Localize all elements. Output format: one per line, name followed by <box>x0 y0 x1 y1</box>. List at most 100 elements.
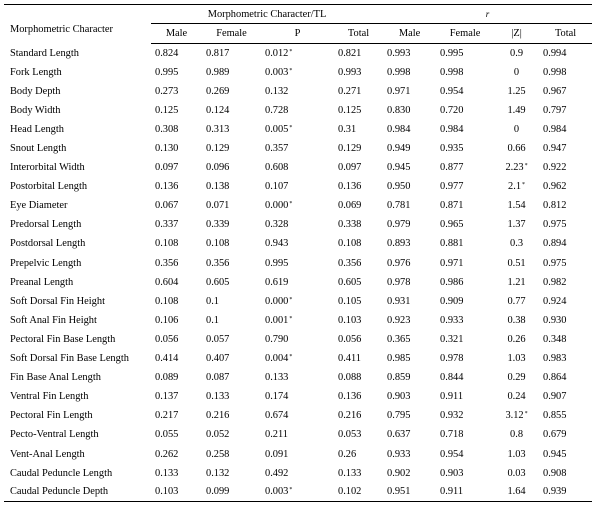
cell-r-total-text: 0.855 <box>543 410 567 422</box>
cell-r-female: 0.718 <box>436 425 494 444</box>
cell-r-female: 0.954 <box>436 82 494 101</box>
cell-tl-male: 0.262 <box>151 444 202 463</box>
cell-z-value: 0.51 <box>494 254 539 273</box>
table-row: Caudal Peduncle Depth 0.103 0.099 0.003* 0.1… <box>4 482 593 503</box>
cell-tl-male-text: 0.067 <box>155 200 179 212</box>
cell-z-value-text: 1.21 <box>507 276 526 288</box>
cell-r-male-text: 0.984 <box>387 123 411 135</box>
cell-z-value: 0.8 <box>494 425 539 444</box>
cell-p-value: 0.211 <box>261 425 334 444</box>
cell-r-male: 0.998 <box>383 63 436 82</box>
table-row: Eye Diameter 0.067 0.071 0.000* 0.069 0.781 0.… <box>4 196 592 215</box>
cell-character-name: Postdorsal Length <box>4 234 151 253</box>
cell-tl-male: 0.106 <box>151 311 202 330</box>
cell-p-value-text: 0.328 <box>265 219 289 231</box>
cell-character-name-text: Pectoral Fin Base Length <box>10 333 116 345</box>
table-row: Ventral Fin Length 0.137 0.133 0.174 0.136 0.… <box>4 387 592 406</box>
cell-character-name: Soft Dorsal Fin Height <box>4 292 151 311</box>
cell-r-female-text: 0.971 <box>440 257 464 269</box>
significance-marker: * <box>289 315 293 322</box>
cell-tl-male: 0.308 <box>151 120 202 139</box>
cell-z-value-text: 1.49 <box>507 104 526 116</box>
cell-r-male-text: 0.950 <box>387 181 411 193</box>
cell-r-male: 0.830 <box>383 101 436 120</box>
cell-tl-total: 0.105 <box>334 292 383 311</box>
cell-tl-female: 0.817 <box>202 44 261 63</box>
cell-tl-male: 0.824 <box>151 44 202 63</box>
cell-tl-male-text: 0.824 <box>155 47 179 59</box>
cell-tl-female-text: 0.087 <box>206 372 230 384</box>
cell-z-value-text: 1.03 <box>507 448 526 460</box>
cell-tl-female-text: 0.1 <box>206 295 219 307</box>
cell-z-value: 0 <box>494 63 539 82</box>
cell-r-female-text: 0.871 <box>440 200 464 212</box>
cell-tl-female: 0.269 <box>202 82 261 101</box>
cell-character-name-text: Fin Base Anal Length <box>10 372 101 384</box>
cell-z-value-text: 0.26 <box>507 333 526 345</box>
cell-r-male-text: 0.795 <box>387 410 411 422</box>
cell-r-female: 0.978 <box>436 349 494 368</box>
cell-tl-female-text: 0.124 <box>206 104 230 116</box>
cell-p-value-text: 0.619 <box>265 276 289 288</box>
cell-r-total: 0.930 <box>539 311 592 330</box>
cell-z-value: 0 <box>494 120 539 139</box>
cell-tl-male-text: 0.604 <box>155 276 179 288</box>
cell-tl-male-text: 0.337 <box>155 219 179 231</box>
cell-r-total-text: 0.348 <box>543 333 567 345</box>
cell-p-value: 0.619 <box>261 273 334 292</box>
cell-tl-total: 0.069 <box>334 196 383 215</box>
cell-tl-total-text: 0.136 <box>338 181 362 193</box>
cell-character-name: Pectoral Fin Length <box>4 406 151 425</box>
cell-p-value-text: 0.608 <box>265 162 289 174</box>
cell-tl-female-text: 0.057 <box>206 333 230 345</box>
cell-p-value: 0.003* <box>261 482 334 503</box>
cell-p-value: 0.000* <box>261 196 334 215</box>
cell-r-total-text: 0.922 <box>543 162 567 174</box>
cell-p-value: 0.091 <box>261 444 334 463</box>
cell-character-name-text: Caudal Peduncle Depth <box>10 486 109 498</box>
cell-r-male-text: 0.903 <box>387 391 411 403</box>
column-header-character: Morphometric Character <box>4 4 151 44</box>
cell-tl-total-text: 0.133 <box>338 467 362 479</box>
cell-r-total-text: 0.945 <box>543 448 567 460</box>
cell-r-male: 0.893 <box>383 234 436 253</box>
table-row: Predorsal Length 0.337 0.339 0.328 0.338 0.97… <box>4 215 592 234</box>
cell-r-female: 0.877 <box>436 158 494 177</box>
cell-r-female-text: 0.998 <box>440 66 464 78</box>
cell-tl-male-text: 0.108 <box>155 295 179 307</box>
significance-marker: * <box>289 487 293 494</box>
table-row: Soft Anal Fin Height 0.106 0.1 0.001* 0.103 0… <box>4 311 592 330</box>
cell-p-value: 0.728 <box>261 101 334 120</box>
cell-character-name-text: Body Depth <box>10 85 61 97</box>
table-row: Soft Dorsal Fin Height 0.108 0.1 0.000* 0.10… <box>4 292 592 311</box>
cell-tl-female-text: 0.096 <box>206 162 230 174</box>
cell-r-female: 0.911 <box>436 387 494 406</box>
cell-tl-male-text: 0.262 <box>155 448 179 460</box>
cell-r-male-text: 0.637 <box>387 429 411 441</box>
cell-tl-male-text: 0.089 <box>155 372 179 384</box>
cell-r-female: 0.321 <box>436 330 494 349</box>
cell-r-female-text: 0.935 <box>440 143 464 155</box>
cell-character-name-text: Preanal Length <box>10 276 74 288</box>
cell-tl-male-text: 0.137 <box>155 391 179 403</box>
cell-r-female: 0.977 <box>436 177 494 196</box>
cell-tl-male-text: 0.133 <box>155 467 179 479</box>
cell-tl-female-text: 0.356 <box>206 257 230 269</box>
cell-p-value: 0.995 <box>261 254 334 273</box>
cell-character-name-text: Postdorsal Length <box>10 238 86 250</box>
cell-tl-female-text: 0.989 <box>206 66 230 78</box>
cell-r-total: 0.984 <box>539 120 592 139</box>
cell-z-value: 3.12* <box>494 406 539 425</box>
group-header-tl: Morphometric Character/TL <box>151 4 384 24</box>
cell-r-male: 0.781 <box>383 196 436 215</box>
cell-tl-total-text: 0.108 <box>338 238 362 250</box>
cell-r-total-text: 0.967 <box>543 85 567 97</box>
cell-tl-male-text: 0.308 <box>155 123 179 135</box>
cell-tl-total: 0.605 <box>334 273 383 292</box>
cell-r-male-text: 0.976 <box>387 257 411 269</box>
cell-tl-total-text: 0.356 <box>338 257 362 269</box>
cell-r-female: 0.933 <box>436 311 494 330</box>
cell-r-male: 0.978 <box>383 273 436 292</box>
cell-z-value-text: 1.25 <box>507 85 526 97</box>
cell-tl-female: 0.071 <box>202 196 261 215</box>
